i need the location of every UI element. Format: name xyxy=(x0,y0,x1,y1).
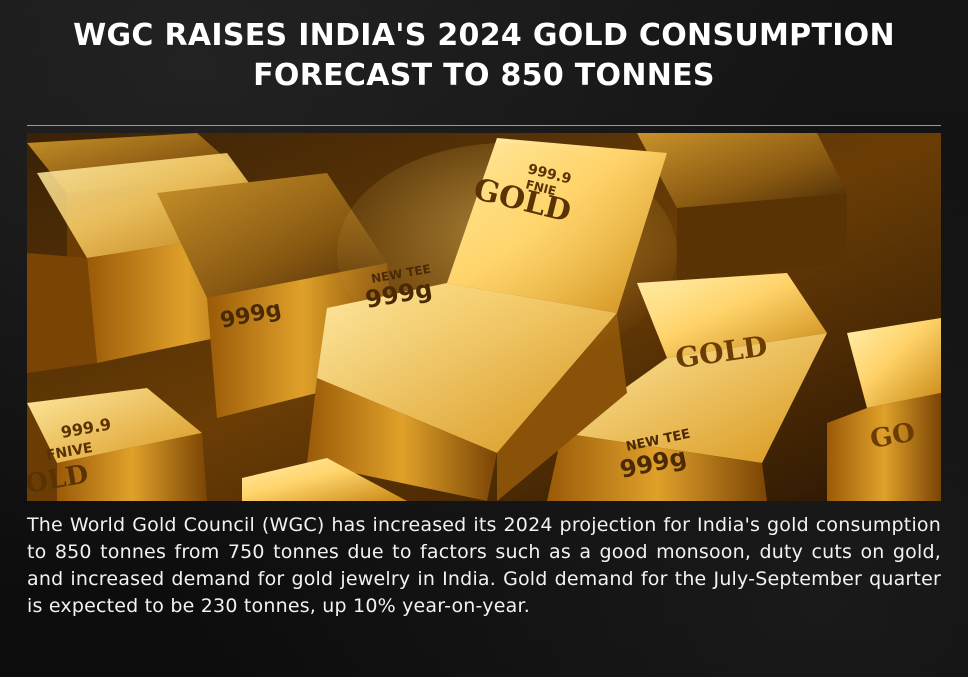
article-body: The World Gold Council (WGC) has increas… xyxy=(27,514,941,617)
gold-bar-far-right: GO xyxy=(827,318,941,501)
gold-bar-center: 999.9 FNIE GOLD NEW TEE 999g xyxy=(307,138,677,501)
gold-bars-illustration: 999g 999.9 FNIVE OLD GOLD NEW TEE 999g G… xyxy=(27,133,941,501)
gold-bar-bottom-center xyxy=(242,458,407,501)
gold-bar-bottom-left: 999.9 FNIVE OLD xyxy=(27,388,207,501)
gold-bar-back-right xyxy=(637,133,847,283)
divider xyxy=(27,125,941,126)
gold-bar-right: GOLD NEW TEE 999g xyxy=(547,273,827,501)
headline: WGC RAISES INDIA'S 2024 GOLD CONSUMPTION… xyxy=(0,16,968,96)
headline-line-1: WGC RAISES INDIA'S 2024 GOLD CONSUMPTION xyxy=(73,18,895,53)
gold-bar-left xyxy=(27,153,287,373)
headline-line-2: FORECAST TO 850 TONNES xyxy=(253,58,715,93)
gold-bars-photo: 999g 999.9 FNIVE OLD GOLD NEW TEE 999g G… xyxy=(27,133,941,501)
